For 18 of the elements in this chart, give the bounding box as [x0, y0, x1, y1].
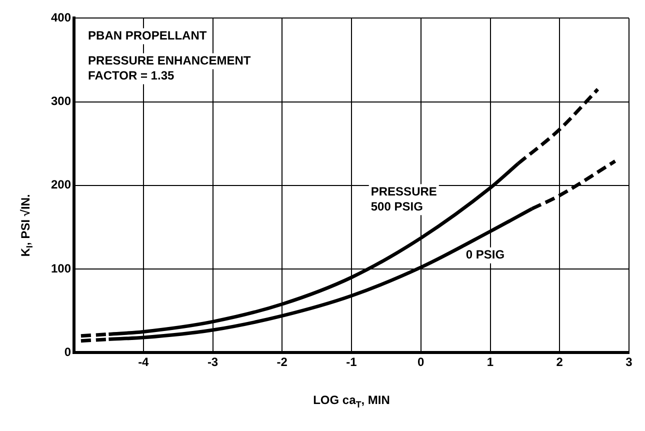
- x-tick-label: 3: [626, 355, 633, 370]
- y-tick-label: 300: [50, 94, 72, 108]
- x-tick-label: -3: [207, 355, 218, 370]
- series-label: PRESSURE 500 PSIG: [370, 184, 437, 214]
- y-axis-title: KI, PSI √IN.: [18, 194, 35, 257]
- annotation: PRESSURE ENHANCEMENT FACTOR = 1.35: [88, 54, 252, 83]
- x-tick-label: -2: [276, 355, 288, 370]
- y-tick-label: 100: [50, 261, 72, 276]
- x-tick-label: -1: [346, 355, 358, 370]
- x-tick-label: -4: [138, 355, 150, 370]
- y-tick-label: 400: [50, 10, 72, 25]
- x-tick-label: 1: [486, 355, 494, 370]
- x-tick-label: 0: [418, 355, 425, 370]
- annotation: PBAN PROPELLANT: [88, 28, 208, 43]
- x-tick-label: 2: [556, 355, 564, 370]
- y-tick-label: 200: [50, 178, 72, 192]
- y-tick-label: 0: [64, 344, 72, 359]
- series-label: 0 PSIG: [466, 248, 505, 262]
